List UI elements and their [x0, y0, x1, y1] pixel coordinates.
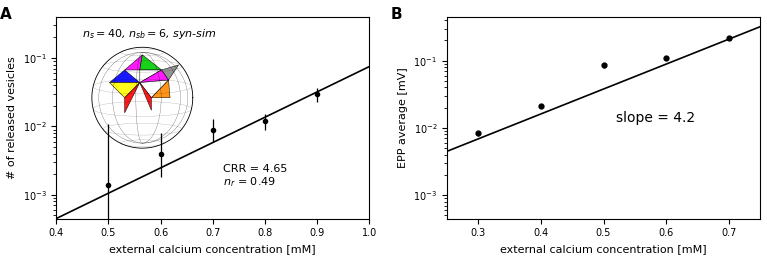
Text: A: A	[0, 7, 12, 22]
Text: CRR = 4.65
$n_r$ = 0.49: CRR = 4.65 $n_r$ = 0.49	[223, 164, 288, 189]
X-axis label: external calcium concentration [mM]: external calcium concentration [mM]	[500, 244, 707, 254]
X-axis label: external calcium concentration [mM]: external calcium concentration [mM]	[110, 244, 316, 254]
Y-axis label: EPP average [mV]: EPP average [mV]	[398, 68, 408, 168]
Text: $n_s = 40$, $n_{sb} = 6$, $syn$-$sim$: $n_s = 40$, $n_{sb} = 6$, $syn$-$sim$	[82, 27, 217, 41]
Text: B: B	[390, 7, 402, 22]
Text: slope = 4.2: slope = 4.2	[616, 111, 695, 125]
Y-axis label: # of released vesicles: # of released vesicles	[7, 57, 17, 179]
